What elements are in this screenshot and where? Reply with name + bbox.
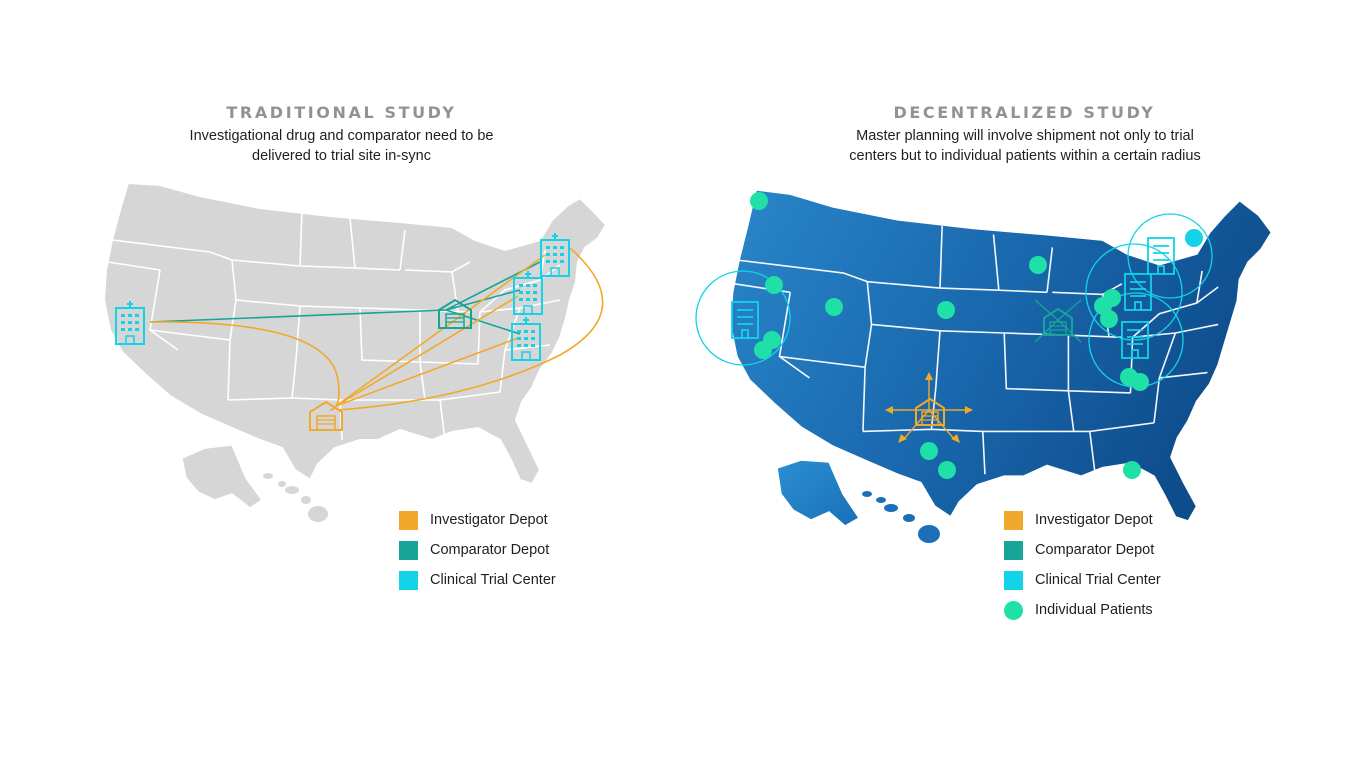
clinical-trial-center-swatch xyxy=(1004,570,1023,590)
patient-radius-circles xyxy=(695,213,1213,388)
decentralized-study-subtitle: Master planning will involve shipment no… xyxy=(765,126,1285,166)
subtitle-line: Investigational drug and comparator need… xyxy=(189,128,494,144)
subtitle-line: centers but to individual patients withi… xyxy=(849,148,1201,164)
legend-label: Comparator Depot xyxy=(430,542,550,558)
investigator-depot-arrows xyxy=(891,378,967,441)
individual-patients-swatch xyxy=(1004,600,1023,620)
patient-dot xyxy=(1131,373,1149,391)
legend-item-clinical-trial-center: Clinical Trial Center xyxy=(1004,565,1161,595)
decentralized-study-title: DECENTRALIZED STUDY xyxy=(893,103,1156,122)
patient-dot xyxy=(1103,289,1121,307)
clinical-trial-center-icon xyxy=(1147,237,1175,275)
legend-item-individual-patients: Individual Patients xyxy=(1004,595,1161,625)
investigator-depot-swatch xyxy=(1004,510,1023,530)
legend-item-comparator-depot: Comparator Depot xyxy=(1004,535,1161,565)
patient-dot xyxy=(1185,229,1203,247)
traditional-study-title: TRADITIONAL STUDY xyxy=(226,103,457,122)
legend-label: Comparator Depot xyxy=(1035,542,1155,558)
patient-dot xyxy=(1100,310,1118,328)
patient-dot xyxy=(825,298,843,316)
patient-dot xyxy=(1123,461,1141,479)
alaska-shape xyxy=(181,444,264,509)
traditional-study-panel: TRADITIONAL STUDY Investigational drug a… xyxy=(90,103,608,595)
us-mainland-shape xyxy=(729,188,1273,523)
clinical-trial-center-swatch xyxy=(399,570,418,590)
patient-dot xyxy=(938,461,956,479)
legend-label: Investigator Depot xyxy=(430,512,548,528)
comparator-depot-icon xyxy=(1043,307,1073,336)
decentralized-legend: Investigator Depot Comparator Depot Clin… xyxy=(1004,505,1161,625)
patient-dot xyxy=(920,442,938,460)
comparator-depot-swatch xyxy=(399,540,418,560)
clinical-trial-center-icon xyxy=(1121,321,1149,359)
clinical-trial-center-icon xyxy=(1124,273,1152,311)
legend-item-investigator-depot: Investigator Depot xyxy=(399,505,556,535)
traditional-study-subtitle: Investigational drug and comparator need… xyxy=(90,126,593,166)
investigator-depot-swatch xyxy=(399,510,418,530)
patient-dot xyxy=(765,276,783,294)
decentralized-study-panel: DECENTRALIZED STUDY Master planning will… xyxy=(683,0,1366,768)
patient-dot xyxy=(937,301,955,319)
legend-item-comparator-depot: Comparator Depot xyxy=(399,535,556,565)
legend-item-investigator-depot: Investigator Depot xyxy=(1004,505,1161,535)
arrow-heads xyxy=(885,372,973,443)
patient-dot xyxy=(750,192,768,210)
investigator-depot-icon xyxy=(915,397,945,426)
individual-patients xyxy=(750,192,1203,479)
legend-label: Individual Patients xyxy=(1035,602,1153,618)
clinical-trial-centers xyxy=(731,237,1175,359)
hawaii-islands xyxy=(862,491,940,543)
legend-label: Clinical Trial Center xyxy=(1035,572,1161,588)
subtitle-line: Master planning will involve shipment no… xyxy=(856,128,1194,144)
comparator-depot-arrows xyxy=(1034,299,1082,343)
legend-label: Clinical Trial Center xyxy=(430,572,556,588)
subtitle-line: delivered to trial site in-sync xyxy=(252,148,431,164)
patient-dot xyxy=(754,341,772,359)
legend-item-clinical-trial-center: Clinical Trial Center xyxy=(399,565,556,595)
decentralized-us-map xyxy=(695,188,1273,543)
legend-label: Investigator Depot xyxy=(1035,512,1153,528)
traditional-us-map xyxy=(102,181,608,522)
clinical-trial-center-icon xyxy=(731,301,759,339)
comparator-depot-swatch xyxy=(1004,540,1023,560)
state-borders xyxy=(107,209,561,441)
alaska-shape xyxy=(776,459,861,527)
traditional-legend: Investigator Depot Comparator Depot Clin… xyxy=(399,505,556,595)
hawaii-islands xyxy=(263,473,328,522)
patient-dot xyxy=(1029,256,1047,274)
